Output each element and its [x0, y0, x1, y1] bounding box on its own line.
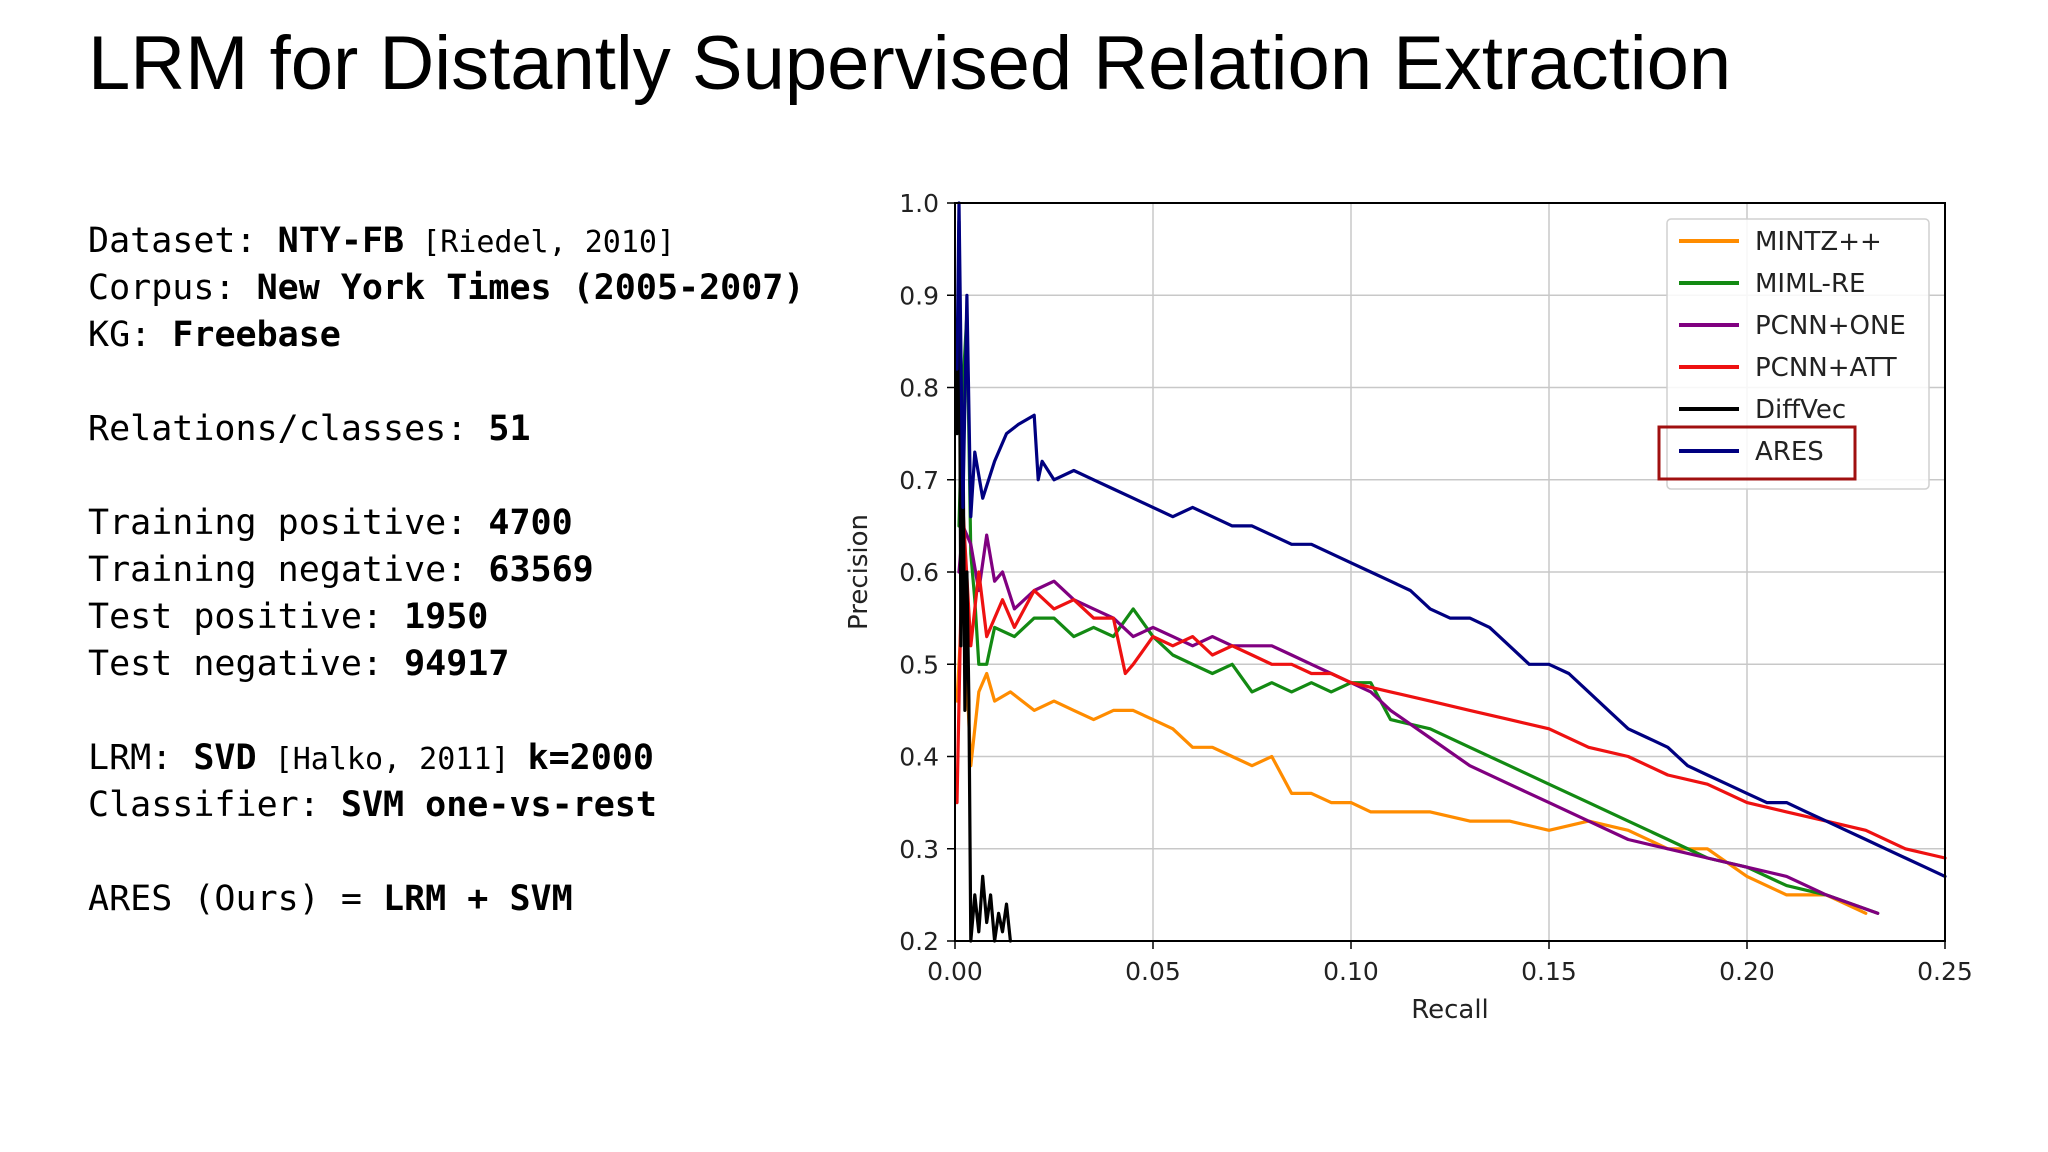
kg-label: KG: — [88, 315, 173, 355]
test-negative-value: 94917 — [404, 644, 510, 684]
series-line-miml-re — [957, 312, 1880, 915]
series-layer — [955, 201, 1947, 943]
training-negative-value: 63569 — [488, 550, 594, 590]
y-tick-label: 0.6 — [899, 558, 939, 587]
lrm-value: SVD — [193, 738, 257, 778]
x-tick-label: 0.00 — [927, 957, 983, 986]
x-tick-label: 0.10 — [1323, 957, 1379, 986]
lrm-citation: [Halko, 2011] — [256, 742, 528, 777]
legend: MINTZ++ MIML-RE PCNN+ONE PCNN+ATT DiffVec ARE… — [1657, 218, 1930, 490]
x-axis-label: Recall — [1411, 995, 1489, 1025]
legend-label-ares: ARES — [1755, 437, 1824, 467]
relations-line: Relations/classes: 51 — [88, 406, 804, 453]
test-negative-line: Test negative: 94917 — [88, 641, 804, 688]
relations-label: Relations/classes: — [88, 409, 489, 449]
y-tick-label: 0.4 — [899, 743, 939, 772]
ares-label: ARES (Ours) = — [88, 879, 384, 919]
test-positive-label: Test positive: — [88, 597, 405, 637]
dataset-citation: [Riedel, 2010] — [404, 225, 676, 260]
ares-value: LRM + SVM — [383, 879, 573, 919]
legend-label-pcnn-one: PCNN+ONE — [1755, 311, 1906, 341]
dataset-label: Dataset: — [88, 221, 278, 261]
tick-layer: 0.00 0.05 0.10 0.15 0.20 0.25 0.2 0.3 0.4 0.5 0.6 0… — [899, 189, 1973, 986]
y-tick-label: 0.2 — [899, 927, 939, 956]
training-negative-line: Training negative: 63569 — [88, 547, 804, 594]
lrm-line: LRM: SVD [Halko, 2011] k=2000 — [88, 735, 804, 782]
classifier-label: Classifier: — [88, 785, 341, 825]
ares-line: ARES (Ours) = LRM + SVM — [88, 876, 804, 923]
y-tick-label: 0.7 — [899, 466, 939, 495]
legend-label-pcnn-att: PCNN+ATT — [1755, 353, 1897, 383]
series-line-pcnn-att — [955, 505, 1947, 860]
legend-highlight-box — [1657, 425, 1857, 481]
legend-label-diffvec: DiffVec — [1755, 395, 1846, 425]
relations-value: 51 — [488, 409, 531, 449]
test-positive-value: 1950 — [404, 597, 489, 637]
training-positive-label: Training positive: — [88, 503, 489, 543]
x-tick-label: 0.15 — [1521, 957, 1577, 986]
lrm-label: LRM: — [88, 738, 194, 778]
training-negative-label: Training negative: — [88, 550, 489, 590]
classifier-value: SVM one-vs-rest — [340, 785, 657, 825]
x-tick-label: 0.25 — [1917, 957, 1973, 986]
slide-title: LRM for Distantly Supervised Relation Ex… — [88, 21, 1732, 106]
x-tick-label: 0.05 — [1125, 957, 1181, 986]
y-axis-label: Precision — [844, 514, 874, 630]
x-tick-label: 0.20 — [1719, 957, 1775, 986]
kg-line: KG: Freebase — [88, 312, 804, 359]
classifier-line: Classifier: SVM one-vs-rest — [88, 782, 804, 829]
legend-box — [1666, 218, 1930, 490]
dataset-value: NTY-FB — [277, 221, 405, 261]
corpus-label: Corpus: — [88, 268, 257, 308]
dataset-line: Dataset: NTY-FB [Riedel, 2010] — [88, 218, 804, 265]
legend-label-miml-re: MIML-RE — [1755, 269, 1865, 299]
y-tick-label: 0.8 — [899, 374, 939, 403]
y-tick-label: 0.5 — [899, 650, 939, 679]
y-tick-label: 1.0 — [899, 189, 939, 218]
corpus-line: Corpus: New York Times (2005-2007) — [88, 265, 804, 312]
legend-label-mintz: MINTZ++ — [1755, 227, 1882, 257]
series-line-pcnn-one — [957, 524, 1880, 915]
training-positive-line: Training positive: 4700 — [88, 500, 804, 547]
series-line-ares — [955, 201, 1947, 879]
kg-value: Freebase — [172, 315, 341, 355]
test-negative-label: Test negative: — [88, 644, 405, 684]
training-positive-value: 4700 — [488, 503, 573, 543]
y-tick-label: 0.3 — [899, 835, 939, 864]
y-tick-label: 0.9 — [899, 281, 939, 310]
dataset-info-panel: Dataset: NTY-FB [Riedel, 2010] Corpus: N… — [88, 218, 804, 923]
test-positive-line: Test positive: 1950 — [88, 594, 804, 641]
series-line-mintz — [955, 588, 1868, 915]
lrm-k-value: k=2000 — [527, 738, 654, 778]
corpus-value: New York Times (2005-2007) — [256, 268, 805, 308]
